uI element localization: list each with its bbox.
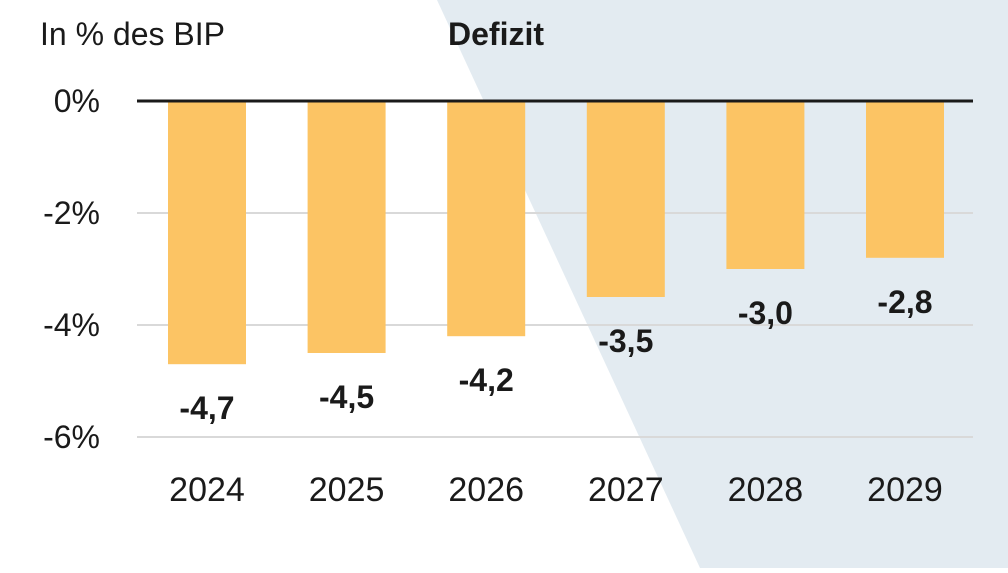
bar-2026 — [447, 101, 526, 337]
bar-2025 — [307, 101, 386, 353]
y-axis-label: In % des BIP — [40, 16, 225, 52]
x-tick-label: 2024 — [169, 471, 245, 509]
data-label: -3,5 — [598, 323, 653, 359]
data-labels: -4,7 -4,5 -4,2 -3,5 -3,0 -2,8 — [179, 284, 932, 426]
background-band — [437, 0, 1008, 568]
y-tick-label: 0% — [54, 83, 100, 119]
chart-title: Defizit — [448, 16, 544, 52]
x-tick-label: 2028 — [728, 471, 804, 509]
x-tick-label: 2027 — [588, 471, 664, 509]
y-tick-label: -4% — [43, 307, 100, 343]
data-label: -4,5 — [319, 379, 374, 415]
bars — [168, 101, 944, 365]
bar-2027 — [586, 101, 665, 297]
y-tick-label: -6% — [43, 419, 100, 455]
x-tick-label: 2025 — [309, 471, 385, 509]
y-tick-label: -2% — [43, 195, 100, 231]
gridlines — [137, 212, 973, 438]
data-label: -2,8 — [877, 284, 932, 320]
x-tick-label: 2026 — [448, 471, 524, 509]
x-tick-label: 2029 — [867, 471, 943, 509]
bar-2024 — [168, 101, 246, 365]
data-label: -4,2 — [459, 362, 514, 398]
data-label: -3,0 — [738, 295, 793, 331]
data-label: -4,7 — [179, 390, 234, 426]
y-tick-labels: 0% -2% -4% -6% — [43, 83, 100, 455]
x-tick-labels: 2024 2025 2026 2027 2028 2029 — [169, 471, 943, 509]
bar-2029 — [866, 101, 944, 258]
bar-2028 — [726, 101, 805, 269]
